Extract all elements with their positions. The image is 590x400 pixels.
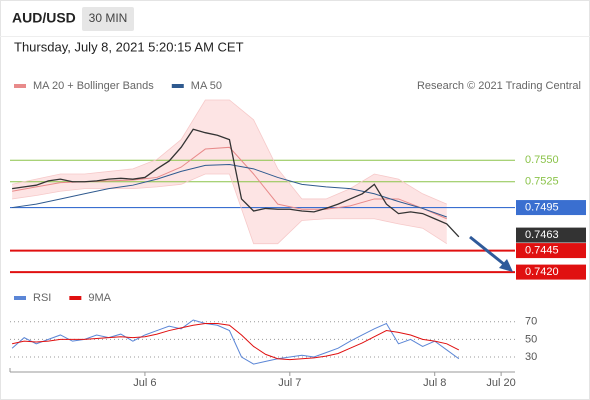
series-line [12, 164, 447, 218]
level-label: 0.7463 [525, 229, 559, 241]
level-label: 0.7495 [525, 201, 559, 213]
level-label-box [516, 200, 586, 216]
plot-area: 0.7550 0.7525 0.7495 0.7463 0.7445 0.7420 MA 2… [9, 80, 586, 389]
level-label: 0.7525 [525, 176, 559, 188]
credit: Research © 2021 Trading Central [417, 80, 581, 92]
series-line [11, 319, 460, 365]
level-label: 0.7420 [525, 266, 559, 278]
level-label-box [516, 243, 586, 259]
legend-label: 9MA [88, 292, 111, 304]
legend-swatch [14, 296, 26, 300]
divider [0, 36, 590, 37]
y-tick-label: 50 [525, 333, 537, 345]
legend-swatch [69, 296, 82, 300]
level-label: 0.7445 [525, 244, 559, 256]
level-label: 0.7550 [525, 154, 559, 166]
series-line [12, 323, 460, 361]
y-tick-label: 30 [525, 351, 537, 363]
symbol: AUD/USD [12, 10, 76, 26]
legend-swatch [171, 84, 184, 88]
series-line [12, 128, 460, 238]
x-tick-label: Jul 20 [486, 377, 515, 389]
forecast-arrowhead [499, 259, 513, 272]
legend-label: RSI [33, 292, 51, 304]
y-tick-label: 70 [525, 316, 537, 328]
level-label-box [516, 264, 586, 280]
legend-label: MA 20 + Bollinger Bands [33, 80, 154, 92]
band-edge [12, 99, 447, 205]
legend-label: MA 50 [191, 80, 222, 92]
timestamp: Thursday, July 8, 2021 5:20:15 AM CET [14, 39, 244, 54]
level-label-box [516, 227, 586, 243]
x-tick-label: Jul 7 [278, 377, 301, 389]
x-tick-label: Jul 8 [423, 377, 446, 389]
interval-button[interactable] [82, 7, 134, 31]
interval-label[interactable]: 30 MIN [89, 11, 128, 25]
forecast-arrow [469, 235, 506, 267]
legend-swatch [14, 84, 26, 88]
band-edge [12, 173, 447, 245]
x-tick-label: Jul 6 [133, 377, 156, 389]
